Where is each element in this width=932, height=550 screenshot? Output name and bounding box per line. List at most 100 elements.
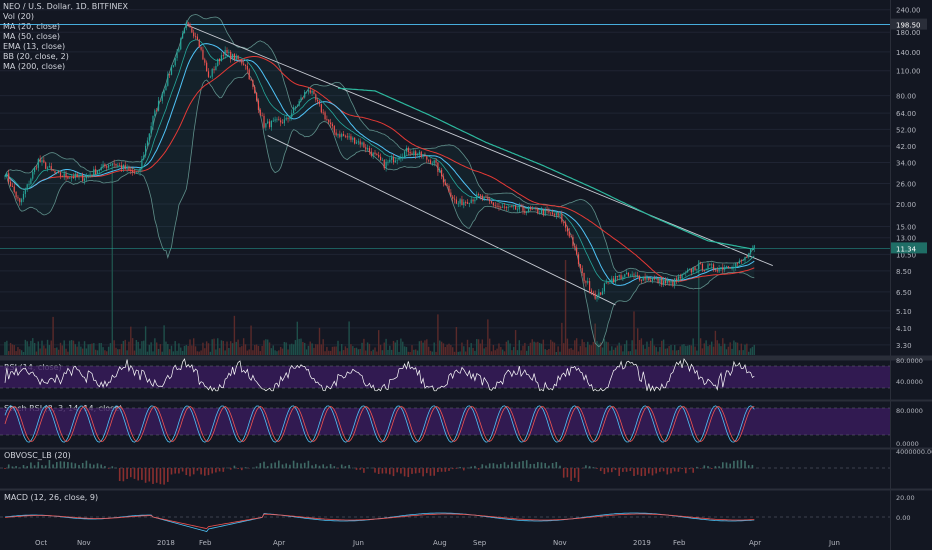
candle-body [391, 157, 393, 160]
candle-body [298, 100, 300, 106]
volume-bar [389, 345, 391, 355]
candle-body [724, 267, 726, 270]
candle-body [522, 206, 524, 211]
obv-bar [307, 460, 310, 469]
candle-body [215, 65, 217, 71]
volume-bar [104, 350, 106, 355]
candle-body [544, 209, 546, 215]
candle-body [598, 292, 600, 297]
indicator-ema13[interactable]: EMA (13, close) [3, 42, 66, 51]
obv-bar [685, 468, 687, 474]
obv-bar [315, 464, 317, 469]
candle-body [627, 272, 630, 276]
volume-bar [568, 348, 570, 355]
obv-bar [359, 468, 361, 470]
obv-bar [241, 468, 243, 471]
volume-bar [255, 344, 258, 355]
obv-bar [396, 468, 398, 473]
obv-bar [229, 468, 232, 470]
candle-body [518, 206, 520, 210]
obv-bar [574, 468, 576, 478]
candle-body [272, 120, 274, 122]
obv-bar [115, 467, 117, 469]
volume-bar [302, 342, 304, 355]
obv-bar [74, 463, 77, 469]
candle-body [372, 152, 374, 156]
candle-body [307, 90, 309, 92]
volume-bar [378, 330, 380, 355]
volume-bar [566, 338, 569, 355]
candle-body [124, 165, 126, 170]
volume-bar [487, 319, 489, 355]
ma20-line [4, 43, 755, 286]
volume-bar [651, 338, 654, 355]
volume-bar [627, 351, 630, 355]
indicator-ma20[interactable]: MA (20, close) [3, 22, 61, 31]
volume-bar [429, 350, 432, 355]
volume-bar [718, 343, 720, 355]
volume-bar [474, 350, 476, 355]
candle-body [59, 172, 62, 177]
candle-body [492, 202, 494, 206]
volume-bar [655, 347, 657, 355]
candle-body [148, 133, 150, 141]
x-tick-label: Nov [553, 539, 567, 547]
volume-bar [714, 330, 717, 355]
volume-bar [376, 351, 378, 355]
candle-body [170, 66, 173, 75]
volume-bar [457, 351, 459, 355]
candle-body [143, 155, 145, 160]
candle-body [222, 55, 224, 57]
candle-body [675, 278, 678, 281]
obv-pane-label[interactable]: OBVOSC_LB (20) [4, 451, 71, 460]
obv-bar [7, 464, 10, 469]
candle-body [169, 74, 171, 76]
candle-body [100, 167, 102, 171]
volume-bar [272, 345, 274, 355]
volume-bar [572, 349, 574, 355]
candle-body [505, 207, 507, 208]
candle-body [302, 97, 304, 99]
indicator-ma50[interactable]: MA (50, close) [3, 32, 61, 41]
volume-bar [605, 341, 607, 355]
candle-body [589, 281, 591, 291]
volume-bar [242, 338, 245, 355]
pane-tick-label: 80.0000 [896, 407, 923, 415]
candle-body [204, 59, 206, 63]
y-tick-label: 8.50 [896, 268, 912, 276]
volume-bar [374, 347, 376, 355]
obv-bar [511, 461, 513, 469]
candle-body [111, 163, 113, 166]
candle-body [206, 62, 208, 72]
volume-bar [450, 344, 452, 355]
obv-bar [722, 462, 724, 469]
candle-body [102, 164, 104, 168]
candle-body [6, 173, 8, 176]
volume-bar [137, 341, 139, 355]
obv-bar [274, 462, 276, 469]
candle-body [193, 32, 195, 37]
volume-bar [39, 348, 41, 355]
indicator-bb[interactable]: BB (20, close, 2) [3, 52, 69, 61]
volume-bar [313, 347, 315, 355]
volume-bar [625, 340, 628, 355]
obv-bar [100, 464, 102, 469]
volume-bar [228, 347, 230, 355]
volume-bar [427, 346, 430, 355]
candle-body [701, 263, 704, 271]
volume-bar [19, 349, 21, 355]
time-axis: Oct Nov 2018 Feb Apr Jun Aug Sep Nov 2019 Feb Apr Ju… [35, 539, 840, 547]
obv-bar [174, 468, 176, 474]
indicator-ma200[interactable]: MA (200, close) [3, 62, 66, 71]
indicator-vol[interactable]: Vol (20) [3, 12, 34, 21]
volume-bar [685, 345, 687, 355]
candle-body [146, 140, 149, 146]
candle-body [352, 137, 354, 140]
volume-bar [409, 351, 411, 355]
macd-pane-label[interactable]: MACD (12, 26, close, 9) [4, 493, 99, 502]
candle-body [592, 292, 594, 294]
volume-bar [198, 351, 200, 355]
indicator-lines [4, 358, 755, 532]
volume-bar [344, 346, 347, 355]
